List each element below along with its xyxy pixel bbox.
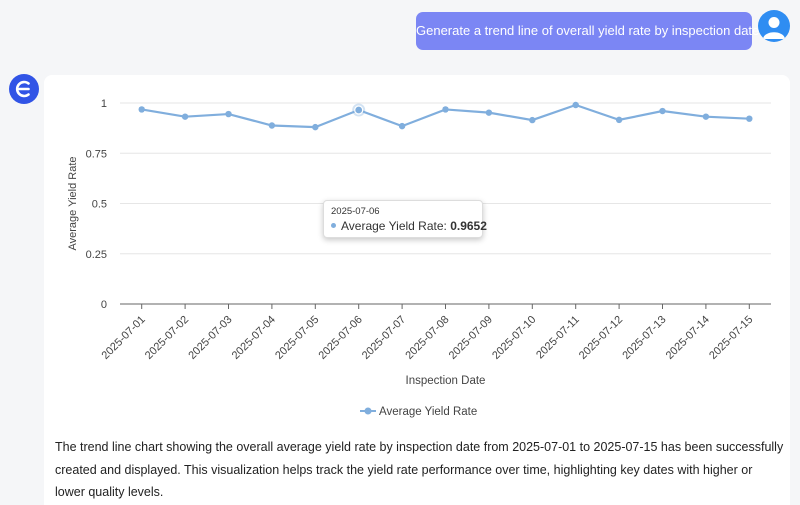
data-point [702,113,710,120]
user-message-bubble: Generate a trend line of overall yield r… [416,12,759,50]
data-point [225,110,232,118]
x-tick-label: 2025-07-11 [534,314,582,362]
y-tick-label: 0.25 [86,249,107,261]
legend-label: Average Yield Rate [379,406,477,418]
legend-marker-icon [364,407,372,415]
data-point [398,122,406,130]
y-tick-label: 0.5 [92,199,107,211]
tooltip-date: 2025-07-06 [331,206,380,217]
tooltip-series-dot [331,223,336,229]
x-tick-label: 2025-07-03 [186,314,234,362]
x-tick-label: 2025-07-04 [230,314,278,362]
data-point [485,109,493,116]
data-point [181,113,189,120]
assistant-summary-text: The trend line chart showing the overall… [55,440,784,499]
assistant-response-card: 0 0.25 0.5 0.75 1 2025-07-01 2025-07-02 2025-07… [44,75,790,505]
tooltip-value: 0.9652 [450,219,487,233]
data-point [615,116,623,124]
chart-tooltip: 2025-07-06 Average Yield Rate: 0.9652 [323,200,487,238]
data-point [442,106,449,113]
y-tick-label: 0.75 [86,148,107,160]
x-tick-label: 2025-07-14 [664,314,712,362]
x-axis-title: Inspection Date [406,375,486,387]
x-tick-label: 2025-07-10 [490,314,538,362]
x-tick-label: 2025-07-15 [707,314,755,362]
data-point [572,101,579,109]
data-point [138,106,145,113]
assistant-logo-icon [9,74,39,104]
x-tick-label: 2025-07-08 [403,314,451,362]
x-tick-label: 2025-07-05 [273,314,321,362]
data-point-highlighted [354,105,364,115]
x-tick-label: 2025-07-06 [317,314,365,362]
x-tick-label: 2025-07-12 [577,314,625,362]
x-tick-label: 2025-07-13 [620,314,668,362]
x-tick-label: 2025-07-02 [143,314,191,362]
data-point [746,115,753,122]
user-message-text: Generate a trend line of overall yield r… [416,23,760,38]
data-point [659,107,666,115]
y-tick-label: 0 [101,299,107,311]
y-tick-label: 1 [101,98,107,110]
user-avatar-icon [758,10,790,42]
x-tick-label: 2025-07-07 [360,314,408,362]
x-tick-label: 2025-07-01 [100,314,148,362]
data-point [268,122,276,129]
data-point [529,116,536,124]
yield-rate-line-chart: 00.250.50.7512025-07-012025-07-022025-07… [67,98,771,418]
y-axis-title: Average Yield Rate [67,157,79,251]
x-tick-label: 2025-07-09 [447,314,495,362]
data-point [312,123,319,131]
tooltip-label: Average Yield Rate: [341,219,451,233]
